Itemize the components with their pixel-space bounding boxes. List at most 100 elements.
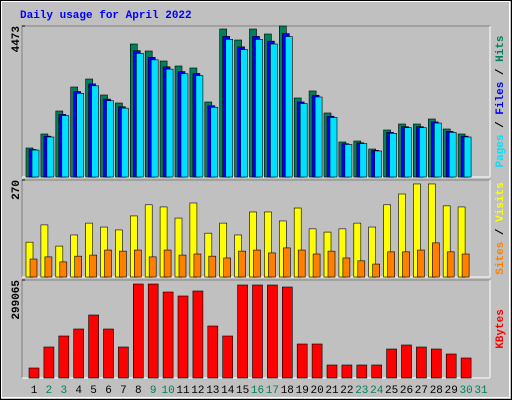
bar [356, 364, 368, 379]
bar [253, 249, 261, 278]
bar [433, 122, 442, 178]
y-tick-label: 299065 [11, 280, 23, 320]
bar [46, 136, 55, 178]
bar [74, 255, 82, 278]
bar [55, 245, 64, 278]
bar [249, 211, 257, 278]
bar [222, 335, 233, 379]
legend-entry: Visits [495, 182, 507, 222]
bar [445, 353, 457, 379]
legend-separator: / [495, 222, 507, 242]
bar [180, 73, 189, 178]
bar [357, 260, 366, 278]
bar [281, 286, 293, 379]
bar [293, 207, 302, 278]
bar [457, 206, 466, 278]
bar [404, 127, 412, 178]
x-tick-label: 12 [191, 385, 204, 397]
x-tick-label: 8 [135, 385, 142, 397]
bar [368, 226, 377, 278]
bar [159, 206, 168, 278]
bar [130, 215, 138, 278]
bar [29, 258, 38, 278]
x-tick-label: 11 [176, 385, 190, 397]
x-tick-label: 4 [75, 385, 82, 397]
bar [311, 343, 323, 379]
bar [252, 284, 263, 379]
legend: Pages / Files / Hits [495, 35, 507, 167]
bar [150, 59, 159, 178]
bar [461, 253, 470, 278]
bar [238, 250, 246, 278]
bar [207, 325, 219, 379]
bar [177, 295, 189, 379]
bar [61, 115, 70, 178]
legend: KBytes [495, 309, 507, 349]
x-tick-label: 3 [60, 385, 67, 397]
x-tick-label: 31 [474, 385, 488, 397]
bar [329, 117, 338, 178]
bar [89, 254, 97, 278]
x-tick-label: 1 [31, 385, 38, 397]
bar [344, 144, 353, 178]
bar [106, 100, 114, 178]
bar [223, 257, 231, 278]
bar [463, 136, 472, 178]
bar [192, 290, 204, 379]
bar [204, 232, 213, 278]
bar [174, 217, 183, 278]
x-tick-label: 28 [430, 385, 443, 397]
bar [240, 49, 248, 178]
x-tick-label: 6 [105, 385, 112, 397]
bar [91, 85, 99, 178]
bar [419, 127, 427, 178]
bar [297, 249, 306, 278]
bar [387, 251, 395, 278]
x-tick-label: 22 [340, 385, 353, 397]
bar [341, 364, 353, 379]
x-tick-label: 26 [400, 385, 413, 397]
bar [165, 68, 174, 178]
bar [189, 202, 198, 278]
bar [267, 284, 278, 379]
bar [442, 205, 451, 278]
bar [327, 250, 336, 278]
bar [264, 211, 272, 278]
bar [431, 242, 440, 278]
bar [178, 254, 187, 278]
bar [446, 251, 455, 278]
x-tick-label: 17 [266, 385, 279, 397]
bar [210, 106, 219, 178]
bar [133, 283, 144, 379]
bar [31, 149, 40, 178]
bar [417, 249, 425, 278]
bar [134, 249, 142, 278]
bar [147, 283, 159, 379]
bar [58, 335, 70, 379]
bar [413, 183, 421, 278]
bar [118, 346, 129, 379]
x-tick-label: 2 [46, 385, 53, 397]
x-tick-label: 5 [90, 385, 97, 397]
bar [148, 256, 157, 278]
bar [338, 228, 347, 278]
bar [104, 249, 112, 278]
legend-entry: Sites [495, 242, 507, 275]
bar [386, 348, 397, 379]
bar [44, 256, 53, 278]
bar [326, 364, 338, 379]
bar [119, 250, 127, 278]
bar [103, 328, 114, 379]
bar [312, 253, 321, 278]
bar [398, 193, 406, 278]
bar [225, 39, 233, 178]
bar [353, 222, 362, 278]
bar [195, 75, 204, 178]
bar [402, 251, 410, 278]
bar [121, 107, 129, 178]
bar [208, 255, 217, 278]
bar [76, 93, 84, 178]
bar [282, 247, 291, 278]
bar [427, 183, 436, 278]
